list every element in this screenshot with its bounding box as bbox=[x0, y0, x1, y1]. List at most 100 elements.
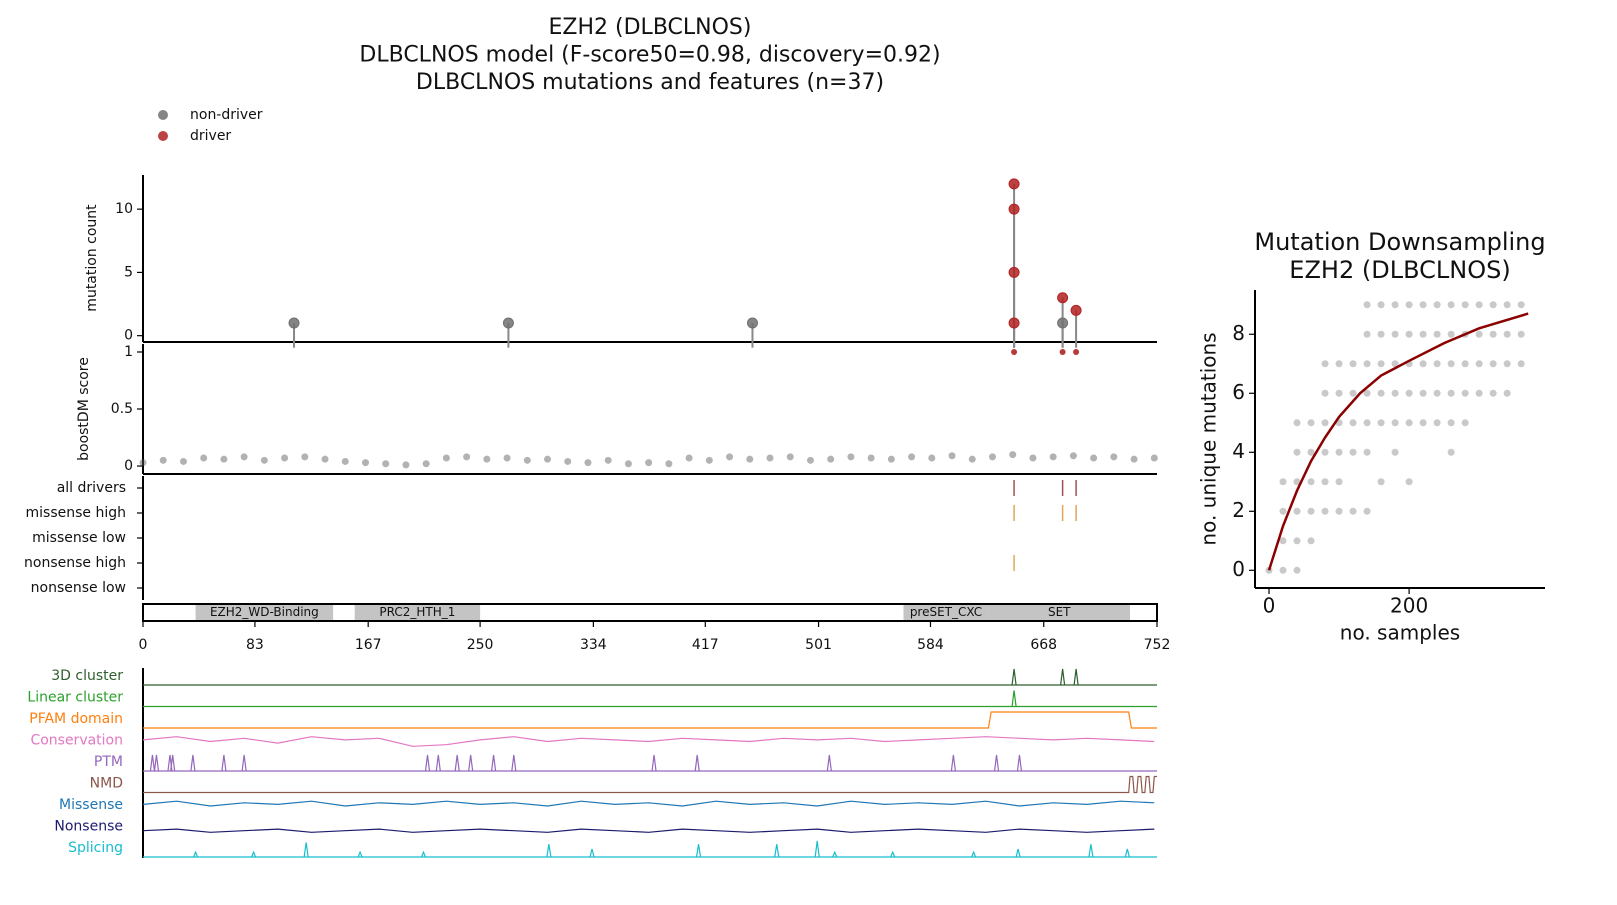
point bbox=[1433, 419, 1441, 427]
feature-spike bbox=[1011, 668, 1017, 686]
feature-spike bbox=[454, 754, 460, 772]
point bbox=[1279, 507, 1287, 515]
point bbox=[1293, 537, 1301, 545]
point bbox=[1335, 448, 1343, 456]
point bbox=[442, 454, 450, 462]
x-tick-label: 417 bbox=[692, 637, 719, 653]
point bbox=[1447, 301, 1455, 309]
point bbox=[827, 455, 835, 463]
point bbox=[1049, 453, 1057, 461]
point bbox=[1391, 301, 1399, 309]
point bbox=[1489, 330, 1497, 338]
y-tick-label: 4 bbox=[1232, 439, 1245, 463]
feature-spike bbox=[435, 754, 441, 772]
point bbox=[463, 453, 471, 461]
mutation-point bbox=[288, 317, 300, 329]
point bbox=[139, 459, 147, 467]
point bbox=[1363, 360, 1371, 368]
track-label: Nonsense bbox=[54, 819, 123, 835]
point bbox=[1419, 389, 1427, 397]
point bbox=[1503, 360, 1511, 368]
x-tick-label: 200 bbox=[1390, 594, 1428, 618]
domain-label: EZH2_WD-Binding bbox=[210, 605, 319, 619]
feature-spike bbox=[357, 850, 363, 858]
point bbox=[1433, 389, 1441, 397]
feature-spike bbox=[303, 842, 309, 858]
feature-spike bbox=[221, 754, 227, 772]
feature-spike bbox=[1073, 668, 1079, 686]
y-tick-label: 10 bbox=[115, 201, 133, 217]
point bbox=[867, 454, 875, 462]
point bbox=[1349, 419, 1357, 427]
point bbox=[382, 460, 390, 468]
point bbox=[847, 453, 855, 461]
point bbox=[564, 457, 572, 465]
mutation-point bbox=[1057, 317, 1069, 329]
mutation-point bbox=[502, 317, 514, 329]
point bbox=[1293, 419, 1301, 427]
y-tick-label: 1 bbox=[124, 344, 133, 360]
point bbox=[1377, 389, 1385, 397]
point bbox=[281, 454, 289, 462]
x-axis-label: no. samples bbox=[1340, 621, 1460, 645]
y-tick-label: 6 bbox=[1232, 380, 1245, 404]
point bbox=[301, 453, 309, 461]
point bbox=[1335, 507, 1343, 515]
point bbox=[1279, 537, 1287, 545]
point bbox=[1377, 360, 1385, 368]
point bbox=[1349, 360, 1357, 368]
point bbox=[1405, 419, 1413, 427]
point bbox=[1475, 330, 1483, 338]
row-label: missense low bbox=[32, 530, 126, 546]
row-label: nonsense high bbox=[24, 555, 126, 571]
point bbox=[1009, 451, 1017, 459]
point bbox=[1321, 448, 1329, 456]
mutation-point bbox=[1008, 178, 1020, 190]
mutation-point bbox=[1008, 317, 1020, 329]
mutation-point bbox=[1070, 304, 1082, 316]
point bbox=[179, 457, 187, 465]
legend-marker bbox=[158, 131, 168, 141]
point bbox=[665, 460, 673, 468]
point bbox=[1489, 389, 1497, 397]
point bbox=[1517, 301, 1525, 309]
domain-label: SET bbox=[1048, 605, 1071, 619]
domain bbox=[354, 604, 481, 621]
point bbox=[1433, 301, 1441, 309]
x-tick-label: 668 bbox=[1030, 637, 1057, 653]
feature-spike bbox=[420, 850, 427, 858]
point bbox=[1377, 330, 1385, 338]
point bbox=[645, 459, 653, 467]
point bbox=[1461, 360, 1469, 368]
track-label: PTM bbox=[94, 754, 123, 770]
point bbox=[1447, 389, 1455, 397]
point bbox=[361, 459, 369, 467]
feature-line bbox=[142, 800, 1155, 807]
point bbox=[685, 454, 693, 462]
point bbox=[1293, 566, 1301, 574]
feature-line bbox=[142, 828, 1155, 833]
point bbox=[1489, 360, 1497, 368]
feature-line bbox=[142, 736, 1155, 747]
point bbox=[220, 455, 228, 463]
feature-spike bbox=[149, 754, 156, 772]
point bbox=[1307, 448, 1315, 456]
feature-spike bbox=[589, 848, 595, 858]
x-tick-label: 584 bbox=[917, 637, 944, 653]
point bbox=[1391, 448, 1399, 456]
point bbox=[1419, 330, 1427, 338]
feature-spike bbox=[251, 850, 257, 858]
point bbox=[1349, 507, 1357, 515]
fit-curve bbox=[1267, 312, 1529, 571]
point bbox=[1321, 478, 1329, 486]
point bbox=[1130, 455, 1138, 463]
point bbox=[1335, 389, 1343, 397]
feature-spike bbox=[511, 754, 517, 772]
point bbox=[1405, 389, 1413, 397]
point bbox=[948, 452, 956, 460]
point bbox=[523, 456, 531, 464]
point bbox=[422, 460, 430, 468]
mutation-point bbox=[1008, 266, 1020, 278]
point bbox=[159, 456, 167, 464]
point bbox=[1069, 452, 1077, 460]
